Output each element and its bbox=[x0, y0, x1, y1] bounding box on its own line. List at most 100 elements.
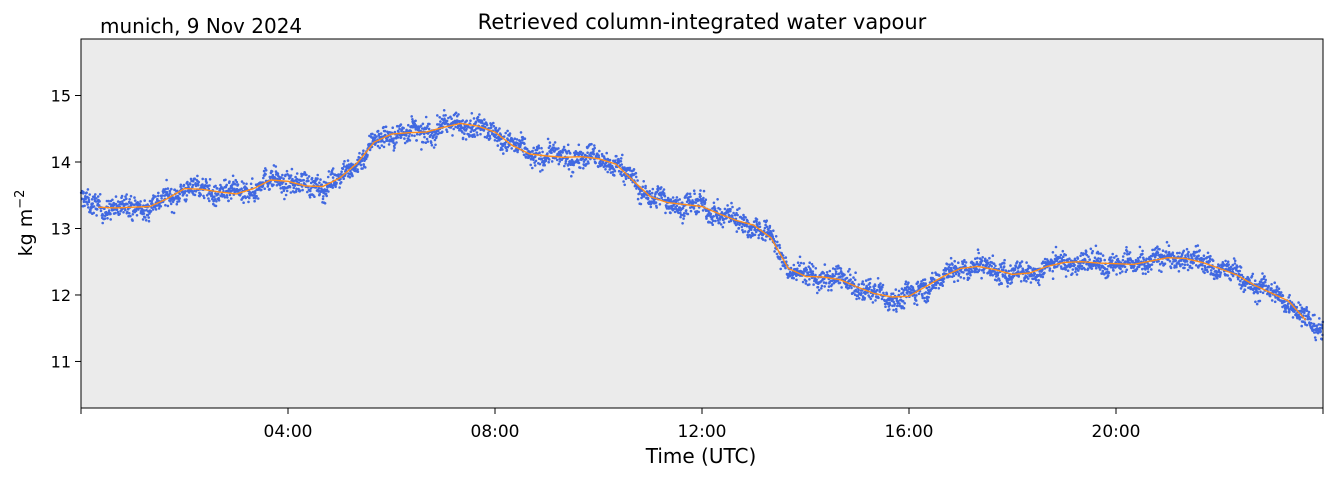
scatter-point bbox=[942, 277, 946, 280]
scatter-point bbox=[382, 145, 386, 149]
scatter-point bbox=[1110, 256, 1113, 259]
scatter-point bbox=[848, 267, 851, 271]
scatter-point bbox=[147, 219, 151, 223]
scatter-point bbox=[1313, 336, 1317, 339]
scatter-point bbox=[1158, 247, 1161, 251]
scatter-point bbox=[421, 122, 425, 126]
scatter-point bbox=[658, 203, 662, 206]
scatter-point bbox=[455, 114, 459, 118]
scatter-point bbox=[464, 138, 468, 141]
scatter-point bbox=[681, 222, 684, 225]
scatter-point bbox=[220, 192, 224, 196]
scatter-point bbox=[834, 270, 838, 274]
scatter-point bbox=[902, 306, 906, 310]
scatter-points bbox=[79, 109, 1325, 342]
scatter-point bbox=[476, 115, 480, 119]
scatter-point bbox=[445, 119, 449, 123]
scatter-point bbox=[758, 225, 762, 229]
scatter-point bbox=[1184, 254, 1187, 257]
scatter-point bbox=[714, 219, 717, 223]
scatter-point bbox=[1213, 277, 1216, 281]
scatter-point bbox=[784, 256, 788, 259]
scatter-point bbox=[395, 141, 398, 144]
scatter-point bbox=[980, 276, 983, 280]
scatter-point bbox=[904, 282, 907, 286]
scatter-point bbox=[976, 248, 980, 251]
scatter-point bbox=[85, 191, 88, 194]
scatter-point bbox=[1121, 255, 1125, 258]
scatter-point bbox=[299, 179, 303, 182]
scatter-point bbox=[1156, 245, 1159, 248]
scatter-point bbox=[253, 199, 256, 203]
scatter-point bbox=[1236, 265, 1239, 269]
scatter-point bbox=[159, 205, 163, 208]
scatter-point bbox=[360, 159, 364, 162]
scatter-point bbox=[609, 163, 612, 166]
scatter-point bbox=[1020, 260, 1024, 263]
scatter-point bbox=[532, 146, 535, 150]
scatter-point bbox=[1071, 268, 1075, 271]
scatter-point bbox=[479, 132, 482, 136]
scatter-point bbox=[193, 177, 196, 180]
scatter-point bbox=[664, 211, 667, 215]
scatter-point bbox=[712, 201, 716, 205]
scatter-point bbox=[414, 119, 417, 123]
scatter-point bbox=[397, 130, 400, 133]
scatter-point bbox=[94, 193, 97, 196]
scatter-point bbox=[191, 185, 194, 189]
scatter-point bbox=[323, 202, 327, 205]
scatter-point bbox=[150, 202, 154, 205]
scatter-point bbox=[197, 183, 200, 187]
scatter-point bbox=[802, 262, 806, 265]
scatter-point bbox=[415, 139, 419, 142]
scatter-point bbox=[442, 114, 446, 117]
scatter-point bbox=[189, 177, 193, 181]
scatter-point bbox=[537, 146, 541, 150]
y-tick-label: 13 bbox=[51, 219, 71, 238]
scatter-point bbox=[598, 149, 601, 153]
scatter-point bbox=[850, 286, 853, 290]
scatter-point bbox=[577, 143, 581, 147]
scatter-point bbox=[1192, 261, 1195, 265]
scatter-point bbox=[648, 189, 651, 193]
scatter-point bbox=[201, 183, 204, 186]
scatter-point bbox=[1259, 290, 1262, 294]
scatter-point bbox=[702, 196, 705, 200]
scatter-point bbox=[205, 181, 208, 184]
scatter-point bbox=[733, 213, 737, 217]
scatter-point bbox=[581, 152, 585, 155]
scatter-point bbox=[686, 192, 689, 195]
scatter-point bbox=[436, 114, 439, 117]
scatter-point bbox=[463, 132, 466, 135]
scatter-point bbox=[108, 202, 111, 206]
scatter-point bbox=[764, 223, 767, 227]
scatter-point bbox=[1091, 249, 1094, 253]
plot-background bbox=[81, 39, 1323, 408]
scatter-point bbox=[87, 200, 91, 204]
scatter-point bbox=[644, 186, 647, 190]
scatter-point bbox=[814, 273, 817, 277]
scatter-point bbox=[306, 190, 309, 194]
scatter-point bbox=[776, 240, 779, 244]
scatter-point bbox=[380, 144, 384, 147]
scatter-point bbox=[375, 135, 378, 138]
scatter-point bbox=[429, 141, 433, 144]
scatter-point bbox=[496, 139, 499, 143]
scatter-point bbox=[898, 302, 901, 305]
scatter-point bbox=[876, 288, 879, 292]
scatter-point bbox=[124, 208, 127, 212]
scatter-point bbox=[903, 302, 906, 305]
scatter-point bbox=[182, 183, 186, 187]
scatter-point bbox=[772, 229, 775, 232]
scatter-point bbox=[988, 256, 991, 260]
scatter-point bbox=[801, 280, 805, 284]
scatter-point bbox=[991, 274, 994, 277]
scatter-point bbox=[244, 196, 247, 200]
scatter-point bbox=[767, 228, 770, 232]
scatter-point bbox=[407, 123, 410, 127]
scatter-point bbox=[853, 278, 857, 282]
scatter-point bbox=[675, 204, 679, 208]
scatter-point bbox=[1179, 264, 1182, 268]
scatter-point bbox=[768, 224, 772, 228]
scatter-point bbox=[731, 205, 734, 209]
